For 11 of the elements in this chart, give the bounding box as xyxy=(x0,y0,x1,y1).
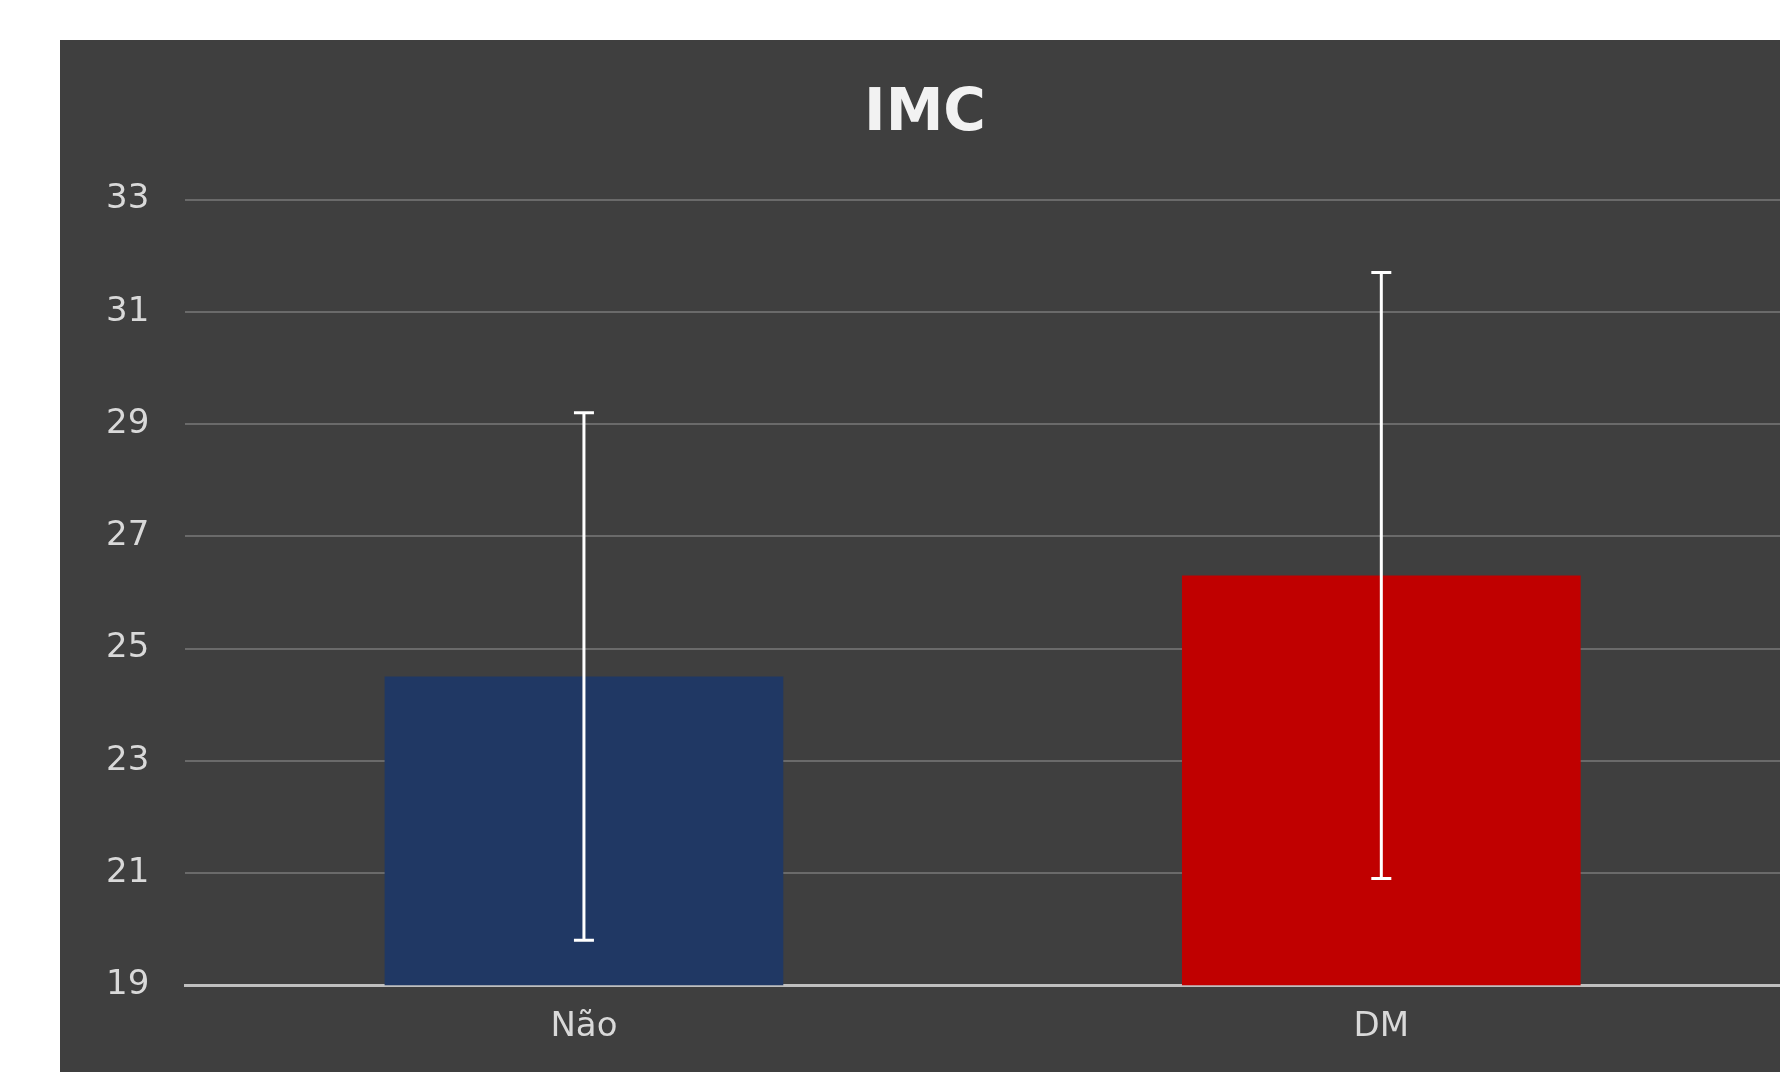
y-tick-label: 31 xyxy=(106,288,150,329)
y-tick-label: 25 xyxy=(106,625,150,666)
y-tick-label: 21 xyxy=(106,849,150,890)
y-tick-label: 19 xyxy=(106,962,150,1003)
x-tick-label: DM xyxy=(1353,1004,1410,1045)
y-tick-label: 29 xyxy=(106,400,150,441)
chart-title: IMC xyxy=(864,75,986,144)
y-tick-label: 23 xyxy=(106,737,150,778)
x-tick-label: Não xyxy=(550,1004,618,1045)
y-tick-label: 33 xyxy=(106,176,150,217)
y-tick-label: 27 xyxy=(106,513,150,554)
